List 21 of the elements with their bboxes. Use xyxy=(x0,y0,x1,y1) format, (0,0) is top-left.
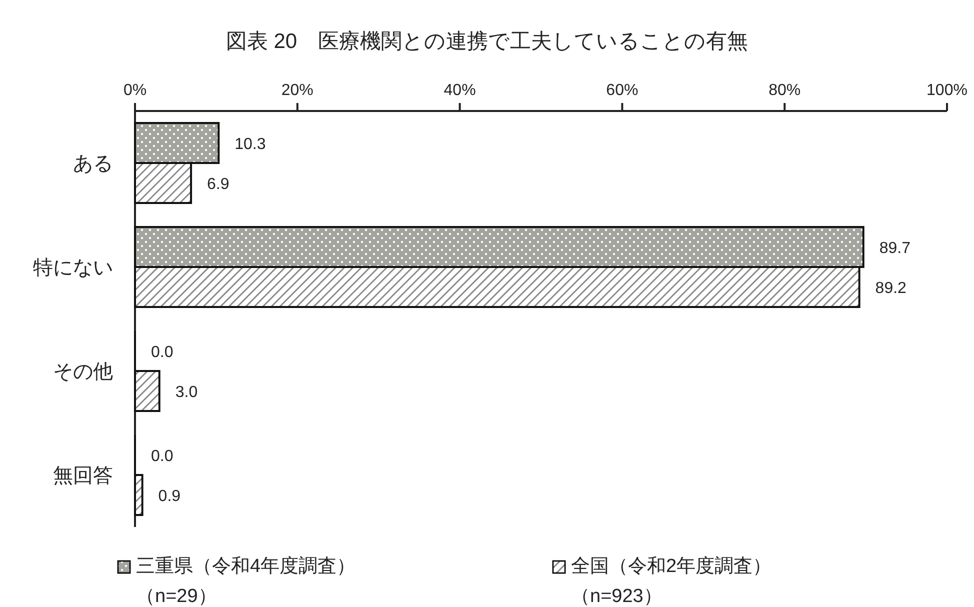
value-label: 6.9 xyxy=(207,176,230,193)
xtick: 0% xyxy=(123,82,147,99)
xtick: 40% xyxy=(444,82,476,99)
category: 無回答 xyxy=(53,465,113,487)
legend-label: 三重県（令和4年度調査）（n=29） xyxy=(136,555,357,607)
category: 特にない xyxy=(33,257,113,279)
legend-label: 全国（令和2年度調査）（n=923） xyxy=(571,555,773,607)
xtick: 60% xyxy=(606,82,638,99)
value-label: 89.7 xyxy=(879,240,910,257)
xtick: 100% xyxy=(926,82,968,99)
value-label: 89.2 xyxy=(875,280,906,297)
value-label: 0.9 xyxy=(158,488,181,505)
title: 図表 20 医療機関との連携で工夫していることの有無 xyxy=(226,30,748,53)
value-label: 3.0 xyxy=(175,384,198,401)
value-label: 10.3 xyxy=(234,136,266,153)
category: ある xyxy=(73,153,113,175)
xtick: 20% xyxy=(281,82,314,99)
category: その他 xyxy=(53,361,113,383)
xtick: 80% xyxy=(768,82,801,99)
value-label: 0.0 xyxy=(151,448,174,465)
value-label: 0.0 xyxy=(151,344,174,361)
